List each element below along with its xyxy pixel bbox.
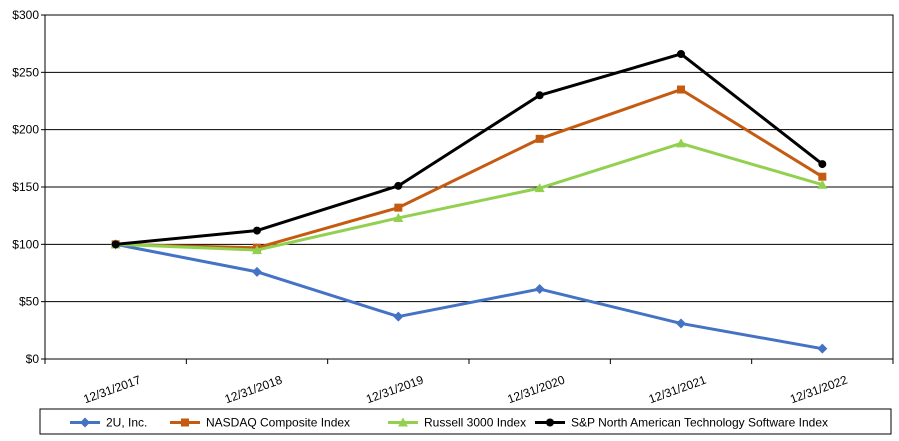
x-tick-label: 12/31/2021 bbox=[647, 373, 709, 407]
data-point-circle bbox=[253, 226, 261, 235]
y-tick-label: $100 bbox=[12, 237, 39, 251]
data-point-circle bbox=[394, 181, 403, 190]
grid-lines bbox=[45, 14, 893, 360]
x-tick-label: 12/31/2022 bbox=[788, 373, 850, 407]
data-point-square bbox=[818, 172, 827, 181]
series-lines bbox=[110, 49, 828, 354]
data-point-square bbox=[394, 203, 403, 212]
series-line bbox=[115, 52, 824, 246]
x-tick-labels: 12/31/2017 12/31/2018 12/31/2019 12/31/2020… bbox=[81, 373, 849, 407]
data-point-diamond bbox=[393, 311, 404, 322]
data-point-circle bbox=[535, 91, 544, 100]
data-point-square bbox=[181, 418, 189, 427]
data-point-diamond bbox=[676, 318, 686, 329]
data-point-triangle bbox=[398, 417, 408, 427]
data-point-square bbox=[677, 85, 685, 94]
data-point-circle bbox=[677, 49, 685, 58]
data-point-diamond bbox=[80, 417, 90, 428]
legend-label: 2U, Inc. bbox=[106, 416, 147, 430]
legend-entry: 2U, Inc. bbox=[70, 416, 147, 430]
x-tick-label: 12/31/2020 bbox=[505, 373, 567, 407]
y-tick-label: $150 bbox=[12, 180, 39, 194]
data-point-triangle bbox=[817, 179, 828, 189]
y-tick-label: $50 bbox=[19, 295, 39, 309]
series-3 bbox=[110, 138, 828, 255]
data-point-circle bbox=[818, 160, 827, 169]
x-tick-label: 12/31/2017 bbox=[81, 373, 143, 407]
data-point-circle bbox=[546, 418, 554, 427]
data-point-diamond bbox=[252, 266, 262, 277]
legend-entry: NASDAQ Composite Index bbox=[170, 416, 350, 430]
data-point-square bbox=[535, 134, 544, 143]
y-tick-label: $250 bbox=[12, 65, 39, 79]
legend-label: S&P North American Technology Software I… bbox=[571, 416, 828, 430]
data-point-triangle bbox=[252, 245, 262, 255]
y-tick-label: $300 bbox=[12, 8, 39, 22]
series-line bbox=[115, 141, 823, 252]
data-point-triangle bbox=[393, 212, 404, 222]
data-point-triangle bbox=[534, 183, 545, 193]
data-point-circle bbox=[111, 240, 120, 249]
x-tick-label: 12/31/2019 bbox=[364, 373, 426, 407]
legend-label: NASDAQ Composite Index bbox=[206, 416, 350, 430]
series-line bbox=[115, 242, 823, 351]
legend-label: Russell 3000 Index bbox=[424, 416, 526, 430]
data-point-diamond bbox=[534, 284, 545, 295]
series-line bbox=[115, 88, 824, 250]
legend: 2U, Inc. NASDAQ Composite Index Russell 30… bbox=[39, 408, 892, 435]
x-tick-label: 12/31/2018 bbox=[223, 373, 285, 407]
series-4 bbox=[111, 49, 827, 249]
y-tick-label: $0 bbox=[26, 352, 40, 366]
y-tick-labels: $0 $50 $100 $150 $200 $250 $300 bbox=[12, 8, 39, 366]
series-2 bbox=[111, 85, 827, 252]
legend-entry: Russell 3000 Index bbox=[388, 416, 526, 430]
series-1 bbox=[110, 239, 828, 354]
y-tick-label: $200 bbox=[12, 123, 39, 137]
legend-entry: S&P North American Technology Software I… bbox=[535, 416, 828, 430]
data-point-diamond bbox=[817, 343, 828, 354]
data-point-triangle bbox=[676, 138, 686, 148]
axes bbox=[41, 14, 894, 364]
